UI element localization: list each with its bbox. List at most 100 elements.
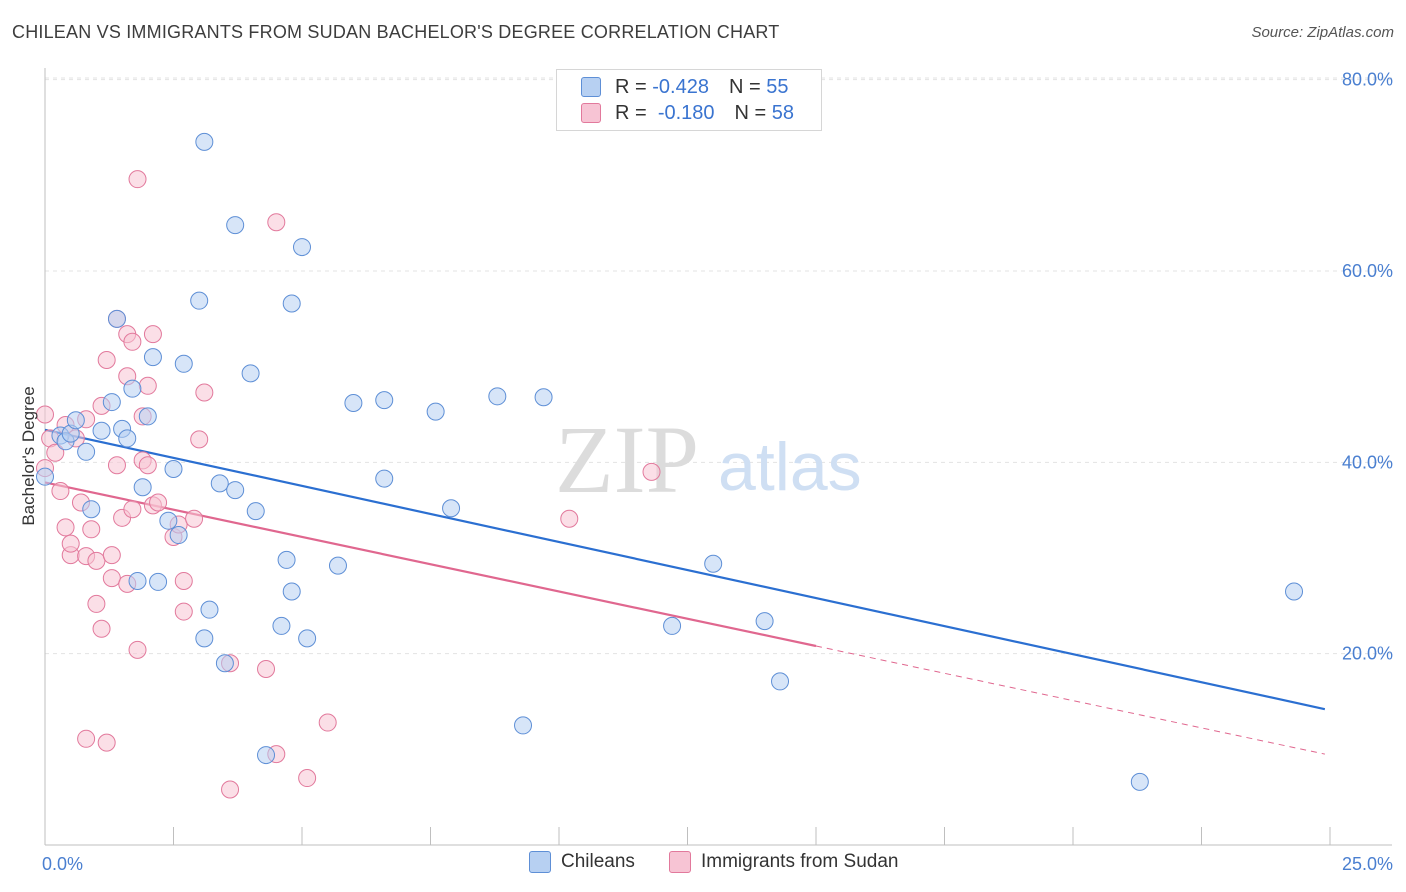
data-point-sudan: [56, 518, 75, 537]
points-chileans: [36, 132, 1304, 791]
data-point-sudan: [123, 500, 142, 519]
legend-swatch-chileans: [529, 851, 551, 873]
data-point-chileans: [118, 429, 137, 448]
legend-swatch-sudan: [669, 851, 691, 873]
legend-swatch-sudan: [581, 103, 601, 123]
data-point-chileans: [755, 612, 774, 631]
data-point-sudan: [46, 443, 65, 462]
y-tick-label: 60.0%: [1342, 261, 1393, 281]
data-point-chileans: [272, 616, 291, 635]
data-point-chileans: [293, 238, 311, 257]
legend-n-value: 55: [766, 75, 789, 98]
data-point-chileans: [1285, 582, 1304, 601]
data-point-chileans: [164, 460, 183, 479]
legend-n-label: N =: [734, 101, 767, 124]
data-point-chileans: [375, 391, 394, 410]
data-point-chileans: [704, 554, 723, 573]
series-legend: Chileans Immigrants from Sudan: [0, 851, 1406, 879]
data-point-chileans: [82, 500, 101, 519]
data-point-sudan: [123, 332, 142, 351]
data-point-chileans: [442, 499, 461, 518]
data-point-chileans: [143, 348, 162, 367]
data-point-chileans: [277, 550, 296, 569]
data-point-sudan: [195, 383, 214, 402]
data-point-sudan: [138, 376, 157, 395]
data-point-sudan: [318, 713, 337, 732]
data-point-chileans: [195, 132, 214, 151]
legend-r-value: -0.428: [652, 75, 709, 98]
data-point-chileans: [128, 571, 147, 590]
legend-label-chileans: Chileans: [561, 851, 635, 872]
legend-r-label: R =: [615, 75, 647, 98]
y-tick-label: 20.0%: [1342, 644, 1393, 664]
data-point-chileans: [344, 394, 363, 413]
data-point-sudan: [138, 456, 157, 475]
x-tick-label: 25.0%: [1342, 854, 1393, 874]
data-point-sudan: [267, 213, 286, 232]
data-point-chileans: [102, 393, 121, 412]
data-point-chileans: [488, 387, 507, 406]
data-point-sudan: [642, 462, 661, 481]
legend-item-sudan[interactable]: Immigrants from Sudan: [669, 851, 898, 873]
data-point-sudan: [174, 571, 193, 590]
data-point-sudan: [185, 509, 204, 528]
data-point-sudan: [82, 520, 101, 539]
watermark-zip: ZIP: [555, 406, 699, 513]
data-point-chileans: [241, 364, 260, 383]
data-point-chileans: [226, 481, 245, 500]
data-point-sudan: [77, 729, 96, 748]
data-point-chileans: [92, 421, 111, 440]
legend-item-chileans[interactable]: Chileans: [529, 851, 635, 873]
data-point-sudan: [560, 509, 579, 528]
trend-line-sudan-extension: [815, 645, 1325, 755]
data-point-chileans: [663, 616, 682, 635]
data-point-chileans: [210, 474, 229, 493]
data-point-sudan: [102, 546, 121, 565]
data-point-sudan: [221, 780, 240, 799]
data-point-sudan: [128, 170, 147, 189]
data-point-chileans: [159, 511, 178, 530]
data-point-chileans: [426, 402, 445, 421]
data-point-sudan: [92, 619, 111, 638]
data-point-chileans: [174, 354, 193, 373]
data-point-chileans: [190, 291, 209, 310]
legend-n-value: 58: [771, 101, 795, 124]
data-point-chileans: [375, 469, 394, 488]
trend-line-chileans: [44, 428, 1326, 711]
source-label: Source: ZipAtlas.com: [1251, 24, 1394, 41]
data-point-chileans: [215, 654, 234, 673]
y-tick-label: 80.0%: [1342, 70, 1393, 90]
legend-n-label: N =: [728, 75, 761, 98]
data-point-chileans: [282, 582, 301, 601]
data-point-chileans: [282, 294, 301, 313]
data-point-chileans: [298, 629, 317, 648]
data-point-chileans: [77, 442, 96, 461]
data-point-sudan: [257, 659, 276, 678]
data-point-chileans: [195, 629, 214, 648]
tick-labels: 20.0% 40.0% 60.0% 80.0% 0.0% 25.0%: [42, 70, 1393, 874]
data-point-sudan: [298, 769, 317, 788]
data-point-chileans: [133, 478, 152, 497]
data-point-chileans: [1130, 772, 1149, 791]
data-point-sudan: [97, 350, 116, 369]
data-point-chileans: [246, 502, 265, 521]
data-point-sudan: [107, 456, 126, 475]
data-point-sudan: [190, 430, 209, 449]
trend-lines: [44, 428, 1326, 755]
data-point-chileans: [257, 746, 276, 765]
data-point-sudan: [61, 534, 80, 553]
data-point-chileans: [107, 309, 126, 328]
axes: [44, 68, 1392, 846]
data-point-chileans: [514, 716, 533, 735]
data-point-chileans: [771, 672, 790, 691]
data-point-sudan: [174, 602, 193, 621]
data-point-sudan: [87, 594, 106, 613]
legend-row-sudan: R = -0.180 N = 58: [581, 101, 794, 125]
data-point-chileans: [328, 556, 347, 575]
chart-title: CHILEAN VS IMMIGRANTS FROM SUDAN BACHELO…: [12, 22, 780, 42]
x-tick-label: 0.0%: [42, 854, 83, 874]
data-point-sudan: [149, 493, 168, 512]
data-point-sudan: [128, 640, 147, 659]
data-point-sudan: [97, 733, 116, 752]
data-point-sudan: [143, 325, 162, 344]
